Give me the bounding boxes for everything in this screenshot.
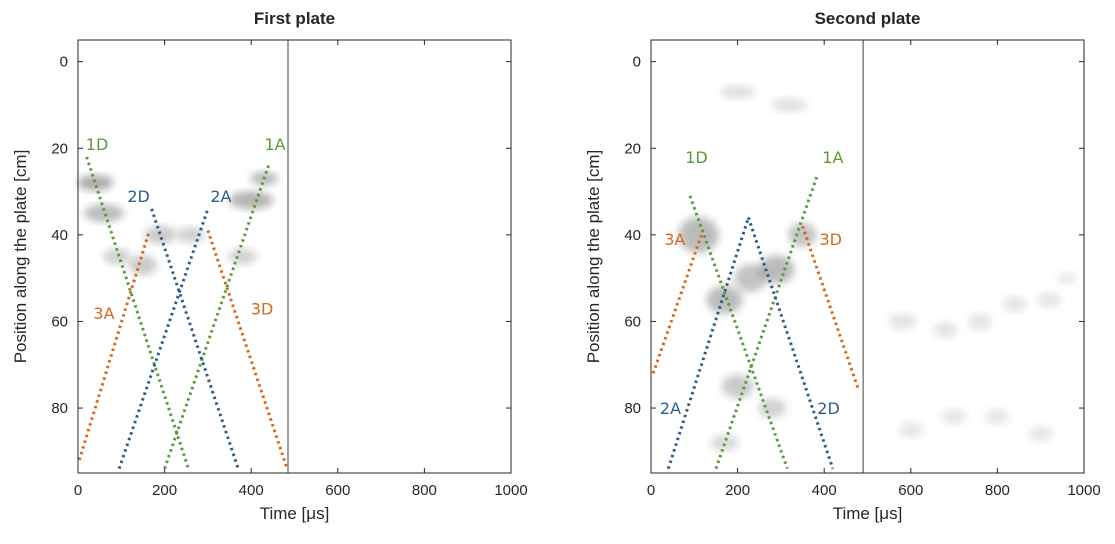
first-plate-panel: First plate Time [μs] Position along the… [11,9,528,523]
second-plate-title: Second plate [815,9,921,28]
first-plate-annotation-2a: 2A [210,187,231,206]
second-plate-intensity-streak [1002,296,1027,313]
first-plate-y-tick-label: 20 [51,140,68,157]
second-plate-intensity-streak [1028,426,1053,443]
first-plate-series-1d-line [85,156,190,470]
first-plate-annotation-1d: 1D [86,135,109,154]
first-plate-x-tick-label: 200 [152,482,177,499]
second-plate-annotations: 1D 1A 3A 3D 2A 2D [660,148,844,418]
second-plate-panel: Second plate Time [μs] Position along th… [584,9,1101,523]
first-plate-x-tick-label: 800 [412,482,437,499]
second-plate-annotation-3a: 3A [664,230,685,249]
first-plate-intensity-background [77,171,279,276]
second-plate-intensity-streak [710,434,739,451]
second-plate-intensity-streak [888,313,917,330]
second-plate-intensity-streak [758,255,795,284]
first-plate-y-tick-label: 40 [51,227,68,244]
first-plate-x-tick-label: 400 [239,482,264,499]
first-plate-intensity-streak [144,225,177,244]
second-plate-intensity-streak [719,84,756,99]
second-plate-y-tick-label: 20 [624,140,641,157]
first-plate-y-tick-label: 0 [60,54,68,71]
second-plate-axes-box [650,39,1085,474]
second-plate-intensity-streak [985,408,1010,425]
second-plate-x-tick-label: 400 [812,482,837,499]
second-plate-x-tick-label: 600 [898,482,923,499]
first-plate-intensity-streak [102,248,131,265]
second-plate-intensity-streak [721,374,754,399]
first-plate-x-ticks: 0 200 400 600 800 1000 [74,40,528,499]
second-plate-y-tick-label: 40 [624,227,641,244]
first-plate-annotation-2d: 2D [127,187,150,206]
first-plate-x-tick-label: 0 [74,482,82,499]
first-plate-annotation-3d: 3D [251,299,274,318]
first-plate-intensity-streak [229,191,274,210]
second-plate-x-axis-label: Time [μs] [833,504,903,523]
second-plate-series-1a-line [714,173,820,470]
first-plate-y-tick-label: 60 [51,313,68,330]
second-plate-y-tick-label: 0 [633,54,641,71]
first-plate-series-2a-line [117,208,210,470]
second-plate-annotation-3d: 3D [819,230,842,249]
second-plate-intensity-streak [898,421,923,438]
first-plate-x-axis-label: Time [μs] [260,504,330,523]
second-plate-series-3a-line [651,230,705,374]
first-plate-y-tick-label: 80 [51,400,68,417]
second-plate-annotation-1a: 1A [822,148,843,167]
second-plate-y-tick-label: 80 [624,400,641,417]
first-plate-intensity-streak [128,255,157,276]
first-plate-series-2d-line [150,208,240,470]
second-plate-x-tick-label: 200 [725,482,750,499]
second-plate-intensity-streak [933,322,958,339]
first-plate-y-axis-label: Position along the plate [cm] [11,150,30,364]
second-plate-intensity-streak [942,408,967,425]
first-plate-y-ticks: 0 20 40 60 80 [51,54,511,417]
first-plate-series-3a-line [77,230,151,461]
first-plate-annotation-3a: 3A [93,304,114,323]
second-plate-annotation-1d: 1D [685,148,708,167]
second-plate-intensity-streak [678,216,719,253]
first-plate-title: First plate [254,9,335,28]
first-plate-intensity-streak [176,226,205,243]
first-plate-intensity-streak [77,174,114,191]
second-plate-series-1d-line [688,195,789,470]
second-plate-intensity-streak [1056,272,1077,285]
second-plate-series-2a-line [666,217,750,470]
second-plate-series-3d-line [801,225,861,392]
first-plate-x-tick-label: 600 [325,482,350,499]
first-plate-annotations: 1D 1A 2D 2A 3A 3D [86,135,286,323]
second-plate-y-axis-label: Position along the plate [cm] [584,150,603,364]
first-plate-axes-box [77,39,512,474]
second-plate-intensity-streak [758,398,787,419]
second-plate-x-tick-label: 1000 [1067,482,1100,499]
second-plate-y-tick-label: 60 [624,313,641,330]
second-plate-intensity-streak [706,285,743,314]
first-plate-series-3d-line [206,230,289,470]
second-plate-intensity-streak [1037,291,1062,308]
first-plate-annotation-1a: 1A [264,135,285,154]
first-plate-series [77,40,289,473]
first-plate-x-tick-label: 1000 [494,482,527,499]
second-plate-intensity-streak [734,264,767,293]
second-plate-y-ticks: 0 20 40 60 80 [624,54,1084,417]
second-plate-series [651,40,864,473]
second-plate-annotation-2d: 2D [817,399,840,418]
second-plate-intensity-streak [771,97,808,112]
first-plate-intensity-streak [83,204,124,223]
second-plate-x-tick-label: 800 [985,482,1010,499]
second-plate-intensity-background [678,84,1077,451]
second-plate-series-2d-line [747,217,835,470]
second-plate-annotation-2a: 2A [660,399,681,418]
second-plate-intensity-streak [968,313,993,330]
first-plate-intensity-streak [228,248,257,265]
second-plate-x-ticks: 0 200 400 600 800 1000 [647,40,1101,499]
second-plate-x-tick-label: 0 [647,482,655,499]
